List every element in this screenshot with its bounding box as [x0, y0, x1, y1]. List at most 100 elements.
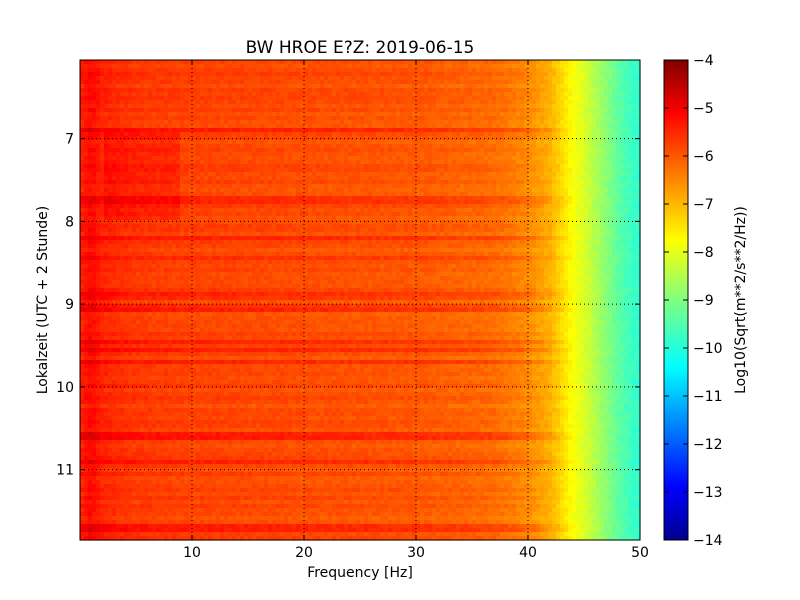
- heatmap-cell: [196, 92, 201, 97]
- heatmap-cell: [448, 76, 453, 81]
- heatmap-cell: [172, 108, 177, 113]
- heatmap-cell: [124, 132, 129, 137]
- heatmap-cell: [432, 180, 437, 185]
- heatmap-cell: [340, 168, 345, 173]
- heatmap-cell: [148, 104, 153, 109]
- heatmap-cell: [220, 92, 225, 97]
- heatmap-cell: [616, 168, 621, 173]
- heatmap-cell: [532, 192, 537, 197]
- heatmap-cell: [532, 176, 537, 181]
- heatmap-cell: [144, 180, 149, 185]
- heatmap-cell: [304, 136, 309, 141]
- heatmap-cell: [484, 72, 489, 77]
- heatmap-cell: [552, 108, 557, 113]
- heatmap-cell: [352, 140, 357, 145]
- heatmap-cell: [340, 88, 345, 93]
- heatmap-cell: [148, 144, 153, 149]
- heatmap-cell: [128, 68, 133, 73]
- heatmap-cell: [248, 76, 253, 81]
- heatmap-cell: [92, 112, 97, 117]
- heatmap-cell: [168, 192, 173, 197]
- heatmap-cell: [388, 144, 393, 149]
- heatmap-cell: [528, 76, 533, 81]
- heatmap-cell: [88, 152, 93, 157]
- heatmap-cell: [500, 152, 505, 157]
- heatmap-cell: [416, 200, 421, 205]
- heatmap-cell: [300, 136, 305, 141]
- heatmap-cell: [268, 92, 273, 97]
- heatmap-cell: [400, 76, 405, 81]
- heatmap-cell: [568, 180, 573, 185]
- heatmap-cell: [308, 64, 313, 69]
- heatmap-cell: [612, 168, 617, 173]
- heatmap-cell: [560, 188, 565, 193]
- heatmap-cell: [224, 164, 229, 169]
- heatmap-cell: [396, 92, 401, 97]
- heatmap-cell: [452, 180, 457, 185]
- heatmap-cell: [260, 128, 265, 133]
- heatmap-cell: [120, 136, 125, 141]
- heatmap-cell: [504, 124, 509, 129]
- heatmap-cell: [504, 160, 509, 165]
- heatmap-cell: [244, 88, 249, 93]
- heatmap-cell: [248, 188, 253, 193]
- heatmap-cell: [260, 60, 265, 65]
- heatmap-cell: [84, 180, 89, 185]
- heatmap-cell: [536, 92, 541, 97]
- heatmap-cell: [412, 188, 417, 193]
- heatmap-cell: [440, 120, 445, 125]
- heatmap-cell: [136, 160, 141, 165]
- heatmap-cell: [432, 160, 437, 165]
- heatmap-cell: [528, 148, 533, 153]
- heatmap-cell: [368, 144, 373, 149]
- heatmap-cell: [116, 68, 121, 73]
- heatmap-cell: [596, 136, 601, 141]
- heatmap-cell: [416, 132, 421, 137]
- heatmap-cell: [280, 136, 285, 141]
- heatmap-cell: [596, 100, 601, 105]
- heatmap-cell: [112, 172, 117, 177]
- heatmap-cell: [340, 136, 345, 141]
- heatmap-cell: [384, 64, 389, 69]
- heatmap-cell: [372, 128, 377, 133]
- heatmap-cell: [368, 196, 373, 201]
- heatmap-cell: [160, 64, 165, 69]
- heatmap-cell: [168, 132, 173, 137]
- heatmap-cell: [192, 168, 197, 173]
- heatmap-cell: [324, 148, 329, 153]
- heatmap-cell: [212, 200, 217, 205]
- heatmap-cell: [368, 108, 373, 113]
- heatmap-cell: [540, 184, 545, 189]
- heatmap-cell: [348, 196, 353, 201]
- heatmap-cell: [320, 116, 325, 121]
- heatmap-cell: [516, 148, 521, 153]
- heatmap-cell: [424, 76, 429, 81]
- heatmap-cell: [84, 184, 89, 189]
- heatmap-cell: [124, 76, 129, 81]
- heatmap-cell: [476, 132, 481, 137]
- heatmap-cell: [256, 76, 261, 81]
- heatmap-cell: [320, 104, 325, 109]
- heatmap-cell: [564, 124, 569, 129]
- heatmap-cell: [516, 172, 521, 177]
- heatmap-cell: [508, 108, 513, 113]
- heatmap-cell: [528, 180, 533, 185]
- heatmap-cell: [400, 72, 405, 77]
- heatmap-cell: [604, 92, 609, 97]
- heatmap-cell: [536, 184, 541, 189]
- heatmap-cell: [196, 120, 201, 125]
- heatmap-cell: [128, 156, 133, 161]
- heatmap-cell: [192, 92, 197, 97]
- heatmap-cell: [164, 168, 169, 173]
- heatmap-cell: [432, 200, 437, 205]
- heatmap-cell: [376, 168, 381, 173]
- heatmap-cell: [260, 76, 265, 81]
- heatmap-cell: [600, 132, 605, 137]
- heatmap-cell: [480, 64, 485, 69]
- heatmap-cell: [96, 180, 101, 185]
- heatmap-cell: [228, 68, 233, 73]
- heatmap-cell: [580, 108, 585, 113]
- heatmap-cell: [576, 120, 581, 125]
- heatmap-cell: [372, 120, 377, 125]
- heatmap-cell: [176, 68, 181, 73]
